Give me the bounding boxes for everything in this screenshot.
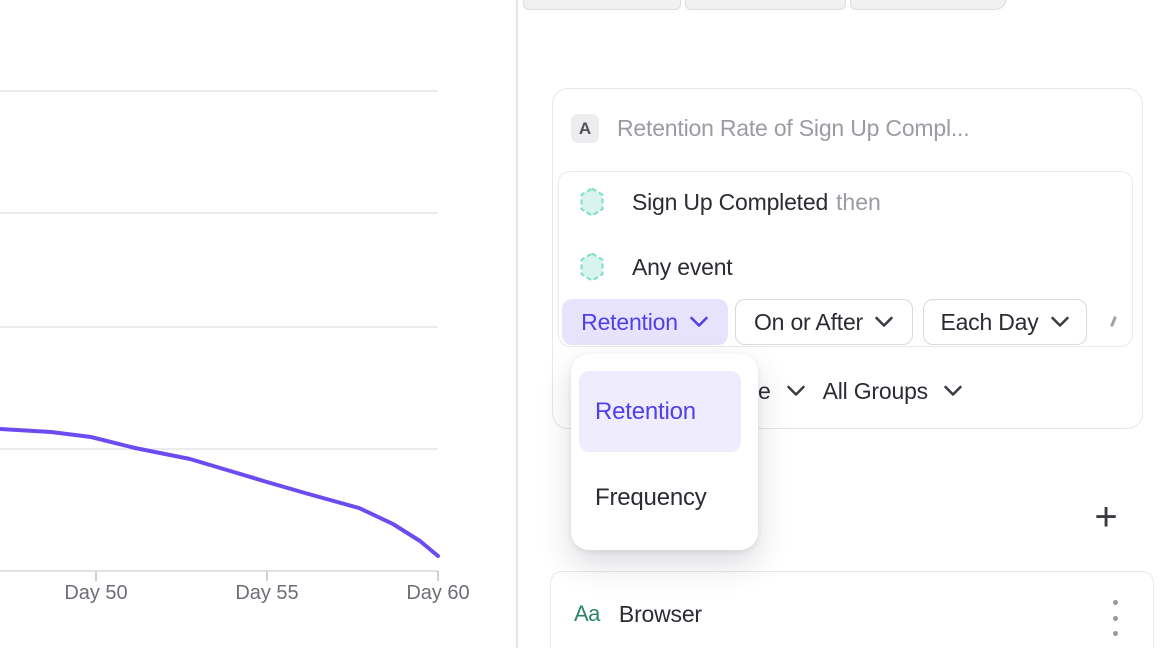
chevron-down-icon bbox=[690, 316, 708, 327]
all-groups-dropdown[interactable]: All Groups bbox=[823, 378, 963, 405]
event-group-box: Sign Up Completed then Any event bbox=[558, 171, 1133, 347]
truncated-label: e bbox=[758, 377, 771, 404]
event-item-sign-up-completed[interactable]: Sign Up Completed then bbox=[579, 186, 881, 218]
retention-mode-dropdown[interactable]: Retention bbox=[562, 299, 728, 345]
breakdown-label: Browser bbox=[618, 600, 702, 627]
svg-text:Day 55: Day 55 bbox=[235, 582, 298, 604]
event-name: Sign Up Completed bbox=[632, 188, 829, 215]
panel-divider bbox=[516, 0, 518, 648]
menu-item-label: Retention bbox=[595, 397, 696, 425]
truncated-measure-dropdown[interactable]: e bbox=[758, 378, 806, 405]
secondary-controls-row: e All Groups bbox=[758, 376, 963, 406]
event-suffix: then bbox=[836, 188, 881, 215]
breakdown-row: Aa Browser bbox=[574, 600, 702, 628]
retention-frequency-menu: Retention Frequency bbox=[571, 354, 758, 550]
event-item-any-event[interactable]: Any event bbox=[579, 251, 733, 283]
chart-title-input[interactable]: Retention Rate of Sign Up Compl... bbox=[617, 115, 970, 141]
kebab-menu-button[interactable] bbox=[1103, 598, 1127, 638]
toolbar-tab-remnant-1[interactable] bbox=[523, 0, 681, 10]
chevron-down-icon bbox=[1050, 316, 1069, 327]
hexagon-event-icon bbox=[580, 187, 604, 217]
svg-text:Day 50: Day 50 bbox=[64, 582, 127, 604]
toolbar-tab-remnant-2[interactable] bbox=[685, 0, 846, 10]
menu-item-label: Frequency bbox=[595, 484, 707, 511]
dropdown-label: On or After bbox=[753, 308, 863, 335]
dropdown-label: All Groups bbox=[822, 377, 929, 404]
svg-text:Day 60: Day 60 bbox=[406, 582, 469, 604]
chevron-down-icon bbox=[875, 316, 893, 327]
retention-line-chart: Day 50 Day 55 Day 60 bbox=[0, 90, 470, 604]
property-type-icon: Aa bbox=[574, 601, 600, 626]
chevron-down-icon bbox=[786, 385, 805, 396]
dropdown-label: Each Day bbox=[940, 308, 1039, 335]
add-button[interactable]: + bbox=[1094, 495, 1118, 539]
on-or-after-dropdown[interactable]: On or After bbox=[735, 299, 913, 345]
hexagon-event-icon bbox=[580, 252, 604, 282]
event-label-badge: A bbox=[571, 114, 599, 143]
each-day-dropdown[interactable]: Each Day bbox=[923, 299, 1087, 345]
chevron-down-icon bbox=[944, 385, 962, 396]
menu-item-retention[interactable]: Retention bbox=[579, 371, 741, 452]
dropdown-label: Retention bbox=[581, 308, 678, 335]
menu-item-frequency[interactable]: Frequency bbox=[595, 478, 707, 518]
toolbar-tab-remnant-3[interactable] bbox=[850, 0, 1007, 10]
event-name: Any event bbox=[632, 253, 733, 280]
breakdown-card[interactable]: Aa Browser bbox=[550, 571, 1154, 648]
